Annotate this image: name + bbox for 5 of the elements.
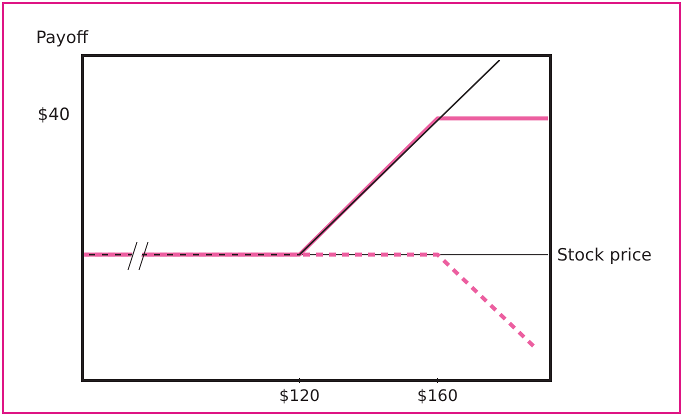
x-tick-label: $120 xyxy=(279,386,320,405)
x-axis-title: Stock price xyxy=(557,246,652,266)
y-axis-title: Payoff xyxy=(36,28,88,48)
x-tick-label: $160 xyxy=(417,386,458,405)
text: $40 xyxy=(36,105,70,125)
